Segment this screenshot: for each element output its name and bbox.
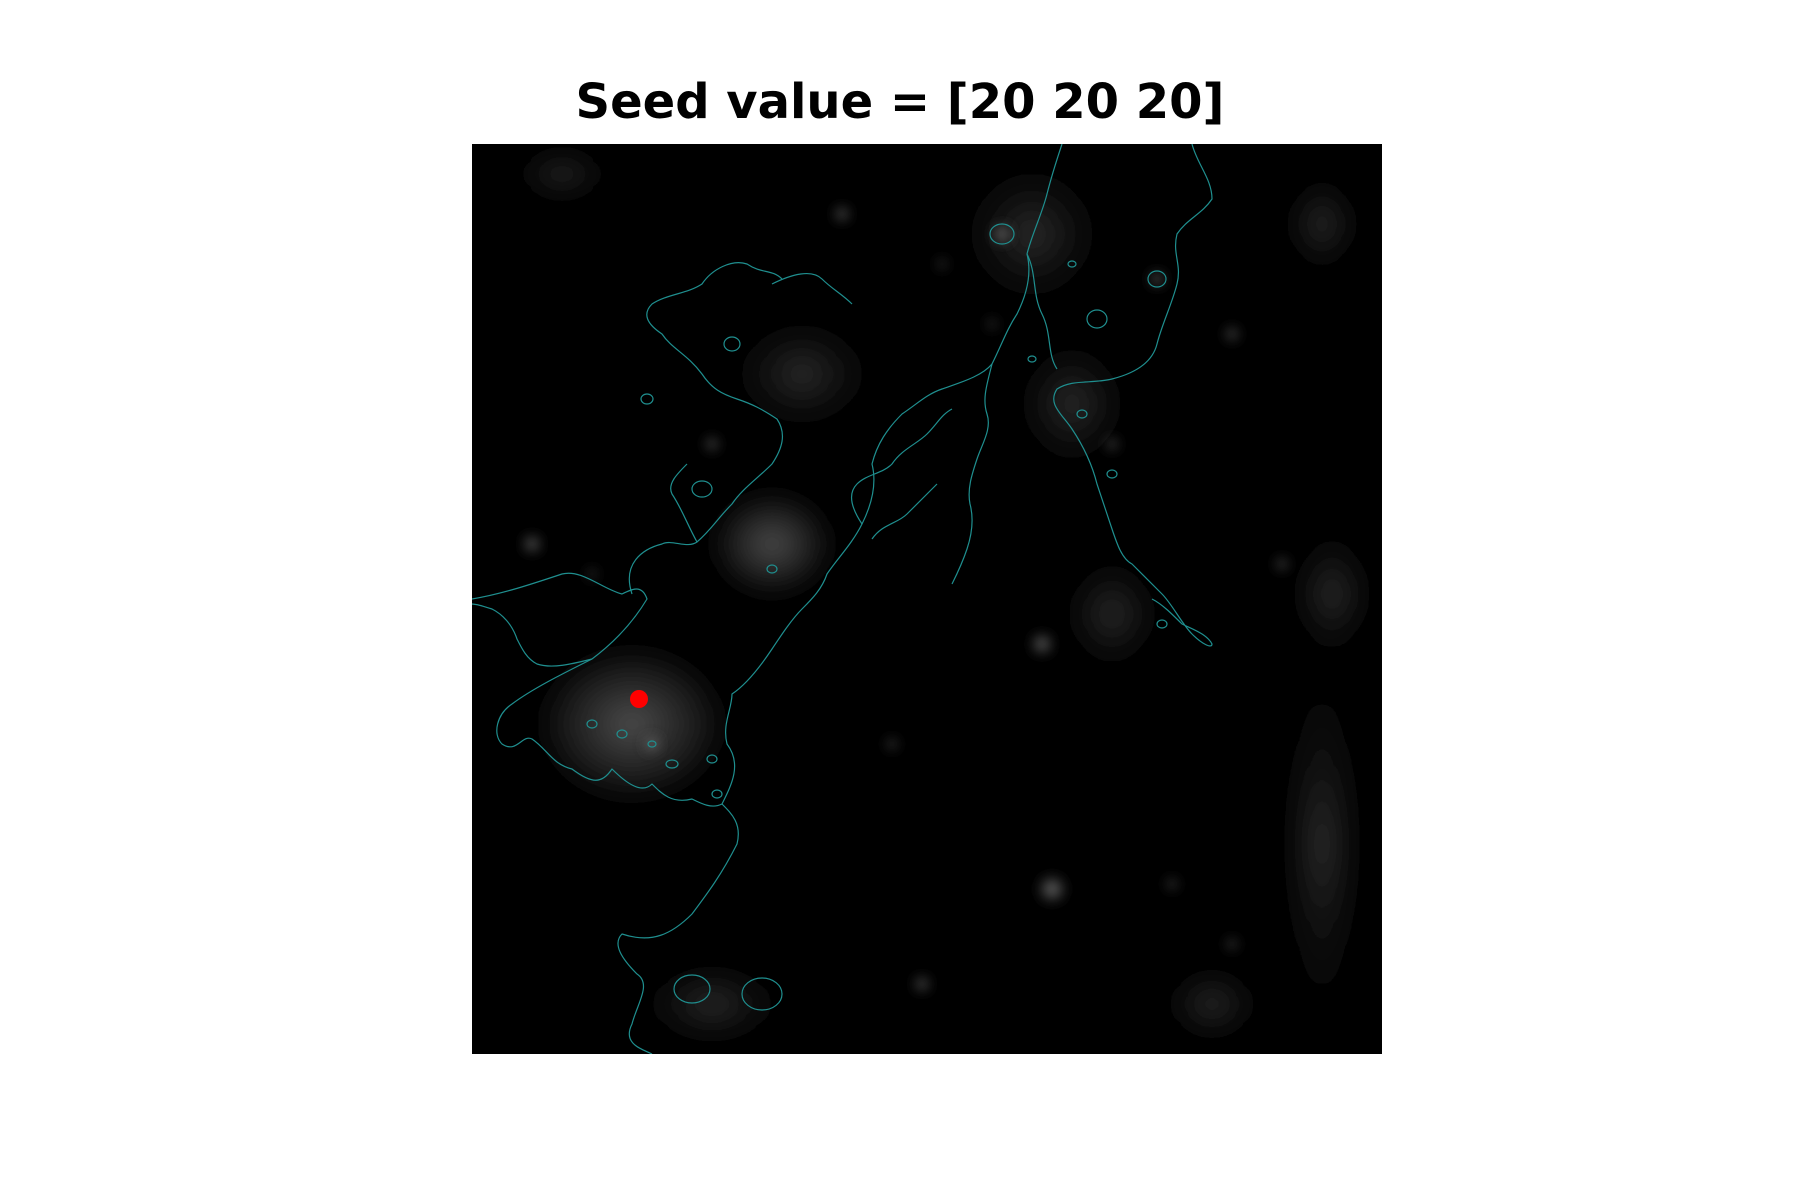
image-background [472, 144, 1382, 1054]
tissue-glow-layer [502, 144, 1382, 1054]
microscopy-image [472, 144, 1382, 1054]
puncta-layer [520, 204, 1290, 994]
segmentation-contour [472, 144, 1213, 1054]
figure-title: Seed value = [20 20 20] [575, 74, 1225, 130]
microscopy-image-panel [472, 144, 1382, 1054]
seed-point-marker [630, 690, 648, 708]
